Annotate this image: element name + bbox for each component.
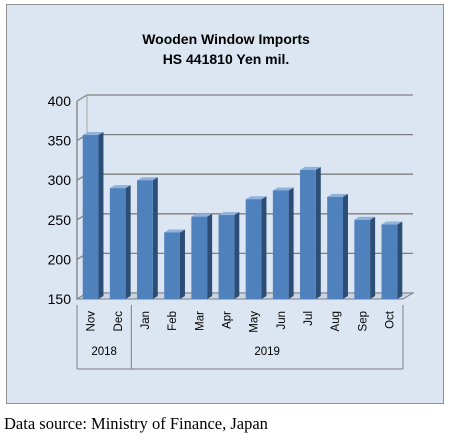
x-tick-label: Apr [221,311,233,329]
bar-top [300,166,321,170]
bar [381,224,398,299]
x-tick-label: Oct [384,310,396,329]
bar-side [315,166,321,299]
bar-side [370,216,376,299]
x-tick-label: Aug [330,311,342,331]
chart-title-block: Wooden Window Imports HS 441810 Yen mil. [7,29,445,69]
bar-side [125,185,131,299]
bar [137,180,153,299]
y-tick-label: 350 [48,133,72,149]
bar-top [381,221,403,225]
x-tick-label: Nov [86,311,98,332]
x-tick-label: Jan [140,311,152,330]
bar [327,196,343,299]
bar [82,135,99,299]
y-tick-label: 400 [48,93,72,109]
chart-title: Wooden Window Imports [142,31,310,47]
bar-side [234,212,240,299]
bar-side [342,193,348,299]
x-tick-label: Dec [113,311,125,332]
bar [218,215,235,299]
x-tick-label: Feb [167,311,179,331]
y-tick-label: 250 [48,212,72,228]
y-tick-label: 200 [48,251,72,267]
x-tick-label: Sep [357,311,369,331]
bar [245,199,262,299]
year-group-label: 2018 [91,346,117,358]
bar-top [218,212,240,216]
bar-top [327,193,348,197]
bar-side [98,132,104,299]
bar-top [82,132,104,136]
chart-subtitle: HS 441810 Yen mil. [162,51,290,67]
y-tick-label: 150 [48,291,72,307]
bar-top [272,187,294,191]
bar [164,232,180,299]
bar-top [245,196,267,200]
x-tick-label: Jun [276,311,288,330]
bar-side [179,229,185,299]
y-tick-label: 300 [48,172,72,188]
bar [354,219,371,299]
bar [272,190,289,299]
bar-side [152,177,158,299]
data-source-caption: Data source: Ministry of Finance, Japan [4,414,268,433]
bar-top [109,185,131,189]
bar-top [137,177,158,181]
bar-side [397,221,403,299]
bar-top [164,229,185,233]
x-tick-label: Mar [194,311,206,331]
bar-side [207,213,213,299]
bar [109,188,126,299]
x-tick-label: Jul [303,311,315,326]
bar [191,216,208,299]
gridline-depth [76,94,88,102]
year-group-label: 2019 [254,346,280,358]
bar-side [288,187,294,299]
x-tick-label: May [249,311,261,333]
chart-canvas: 150 200 250 300 350 400 Nov Dec Jan Feb Mar Apr May J… [48,93,415,370]
bar [300,169,316,299]
chart-frame: 150 200 250 300 350 400 Nov Dec Jan Feb Mar Apr May J… [6,4,444,404]
bar-side [261,196,267,299]
bar-top [354,216,376,220]
bar-top [191,213,213,217]
